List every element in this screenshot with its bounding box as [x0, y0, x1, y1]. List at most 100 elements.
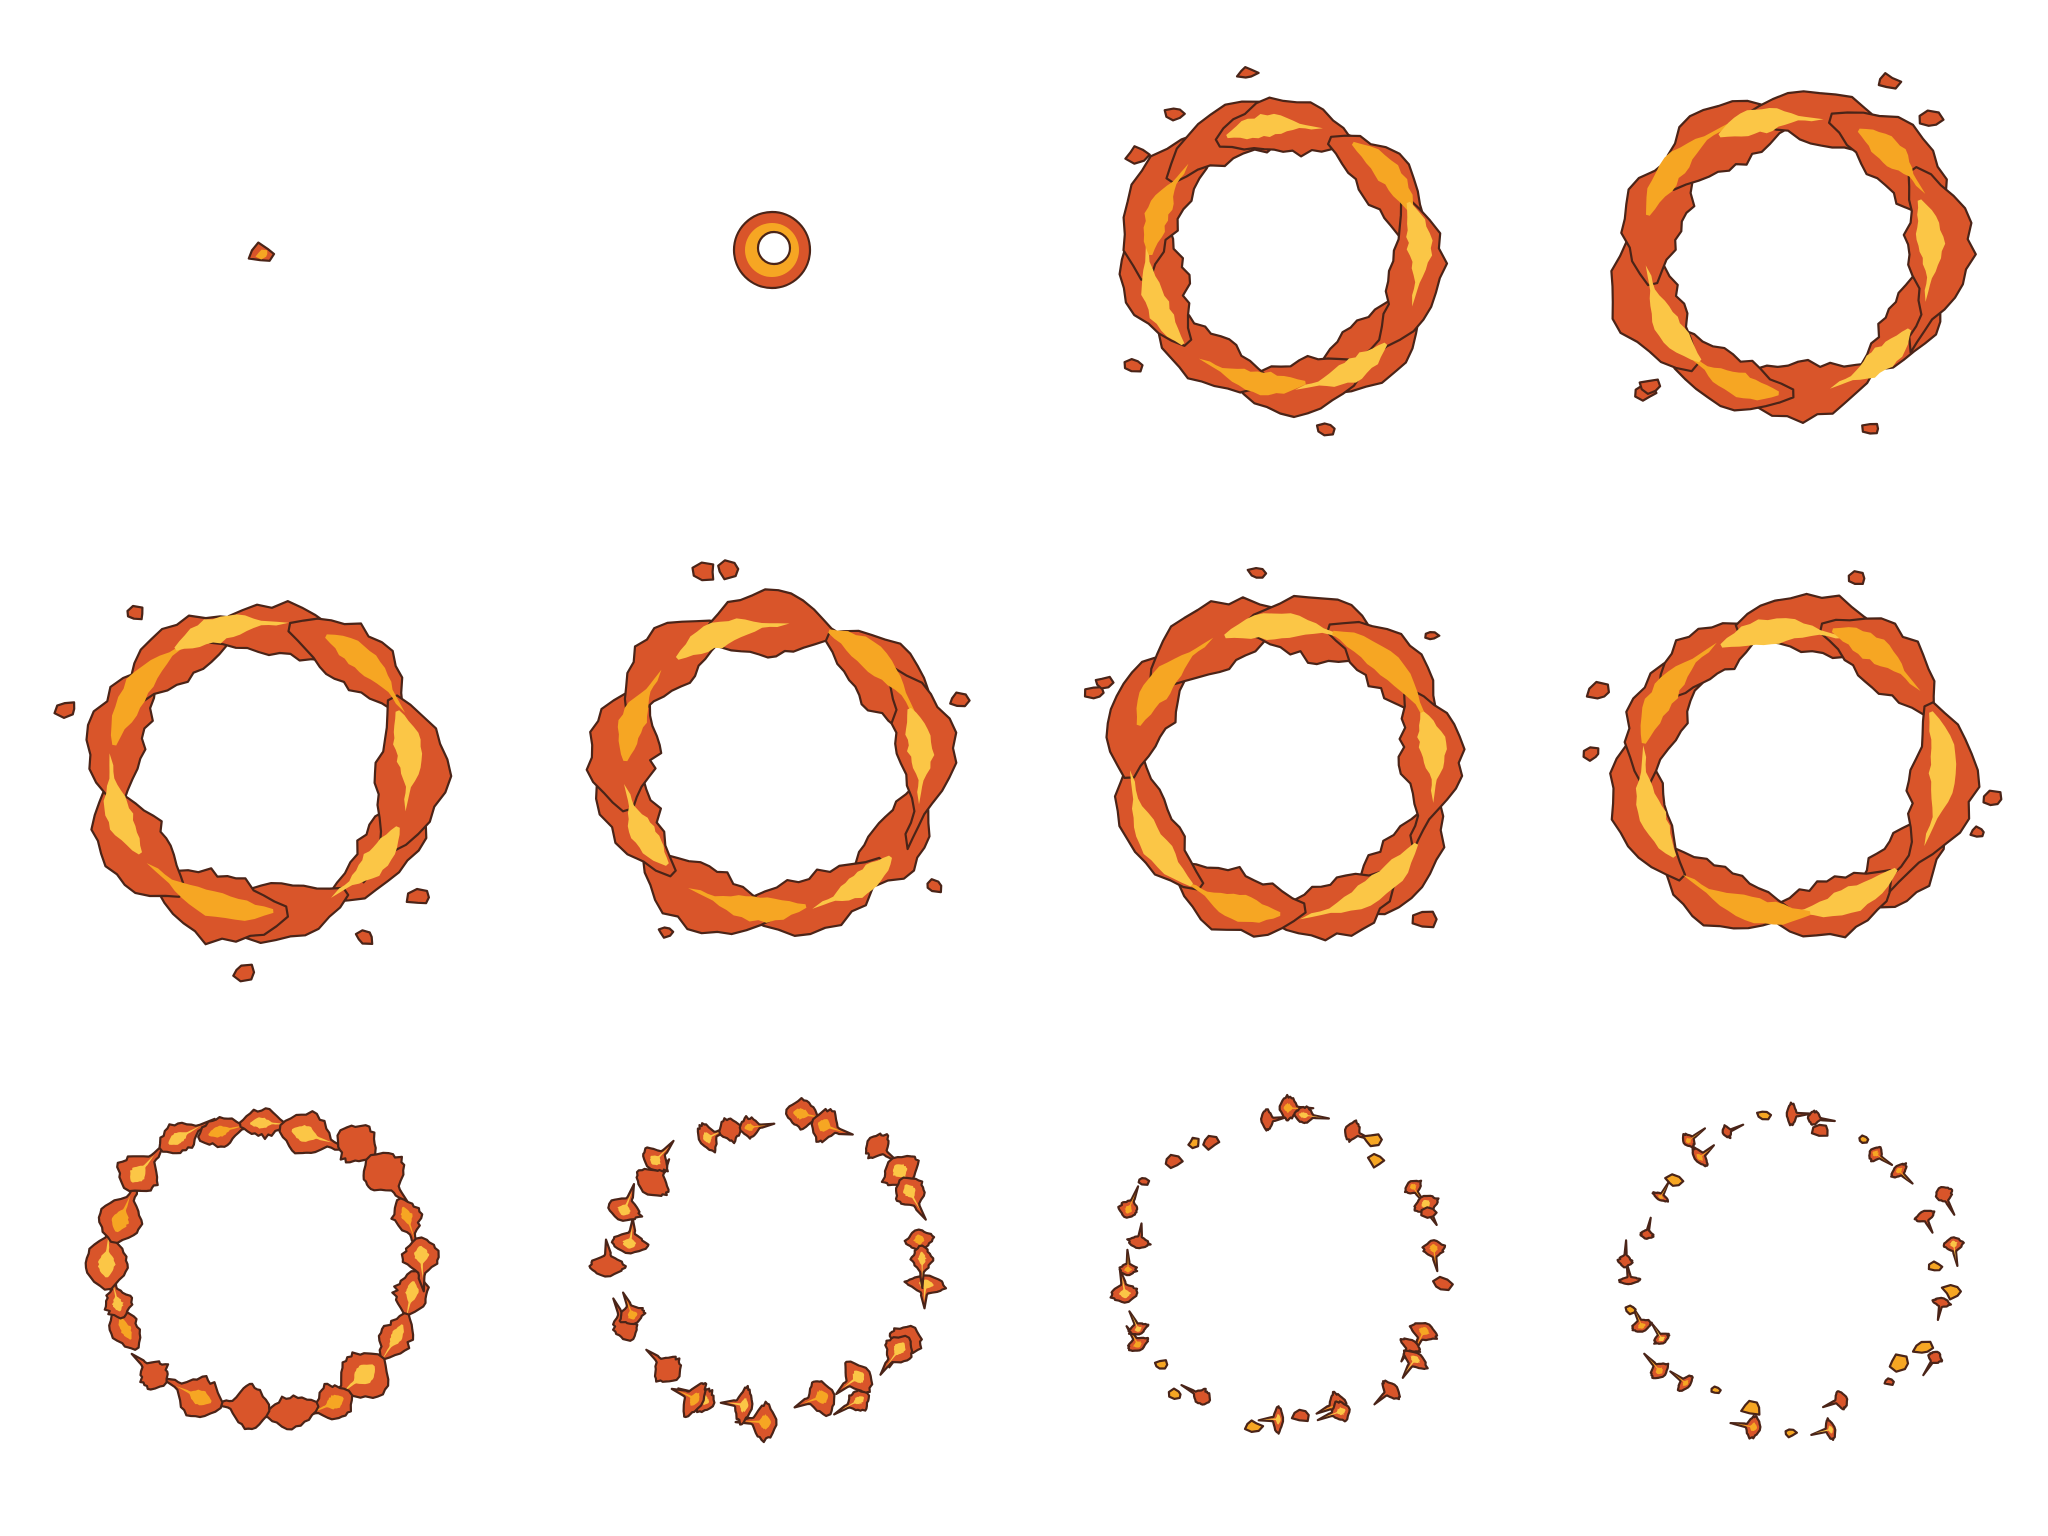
ember-fragment	[1911, 1340, 1935, 1354]
flame-glow	[331, 826, 400, 898]
flame-flick	[354, 929, 374, 945]
flame-flick	[949, 691, 971, 708]
ember-core	[255, 249, 268, 260]
frame-9	[84, 1107, 440, 1431]
flame-flick	[1246, 567, 1268, 579]
flame-glow	[688, 888, 807, 923]
flame-fragment	[588, 1238, 627, 1278]
flame-glow	[1226, 113, 1323, 140]
flame-fragment	[1651, 1181, 1670, 1203]
flame-fragment	[1180, 1384, 1212, 1406]
flame-fragment	[1293, 1105, 1330, 1125]
fragment-glow	[168, 1125, 202, 1145]
frame-11	[1109, 1093, 1454, 1435]
flame-glow	[110, 636, 196, 746]
flame-fragment	[1806, 1109, 1836, 1126]
fragment-glow	[841, 1396, 864, 1411]
fragment-glow	[1635, 1310, 1646, 1329]
flame-fragment	[894, 1176, 927, 1221]
flame-flick	[1861, 422, 1880, 435]
flame-glow	[1332, 630, 1432, 731]
ember-fragment	[1137, 1177, 1151, 1186]
fragment-glow	[1657, 1185, 1668, 1199]
frame-1	[247, 241, 276, 262]
flame-glow	[1417, 711, 1447, 803]
fragment-glow	[1872, 1150, 1889, 1163]
flame-flick	[126, 604, 144, 621]
fragment-glow	[1262, 1413, 1281, 1425]
fragment-glow	[1129, 1329, 1143, 1348]
flame-glow	[905, 707, 935, 805]
fragment-glow	[917, 1251, 927, 1279]
flame-flick	[1124, 145, 1151, 165]
flame-glow	[1646, 122, 1730, 216]
fragment-glow	[291, 1125, 332, 1143]
flame-glow	[1635, 745, 1677, 858]
flame-flick	[1847, 570, 1866, 585]
flame-glow	[1640, 642, 1717, 744]
flame-fragment	[1942, 1236, 1965, 1267]
fragment-glow	[650, 1146, 669, 1166]
flame-fragment	[1126, 1222, 1152, 1250]
flame-glow	[828, 629, 919, 719]
flame-glow	[1829, 328, 1912, 389]
flame-fragment	[1650, 1322, 1671, 1345]
fragment-glow	[1895, 1167, 1910, 1182]
ember-fragment	[1420, 1206, 1438, 1219]
ember-fragment	[1290, 1408, 1310, 1423]
fragment-glow	[1654, 1326, 1666, 1342]
flame-glow	[1915, 199, 1946, 302]
flame-flick	[1123, 358, 1144, 373]
fragment-glow	[622, 1225, 637, 1249]
fragment-glow	[1119, 1275, 1131, 1299]
flame-flick	[1424, 631, 1441, 641]
fragment-glow	[886, 1342, 906, 1367]
fragment-glow	[803, 1390, 829, 1404]
fragment-glow	[842, 1370, 865, 1389]
flame-fragment	[1639, 1216, 1655, 1240]
fragment-glow	[111, 1195, 131, 1233]
fragment-glow	[617, 1191, 632, 1216]
flame-glow	[1184, 881, 1281, 923]
fragment-glow	[1124, 1253, 1133, 1273]
flame-glow	[1295, 342, 1388, 390]
flame-glow	[1129, 770, 1193, 887]
frame-12	[1616, 1101, 1965, 1441]
flame-glow	[1682, 874, 1811, 925]
flame-fragment	[618, 1291, 647, 1326]
flame-flick	[1235, 66, 1260, 79]
ember-fragment	[1810, 1123, 1829, 1137]
flame-fragment	[130, 1352, 170, 1391]
flame-glow	[1645, 265, 1702, 363]
flame-glow	[1831, 627, 1921, 691]
flame-glow	[812, 855, 892, 909]
flame-flick	[1918, 109, 1945, 127]
ember-fragment	[1664, 1173, 1685, 1187]
fragment-glow	[1283, 1103, 1308, 1113]
flame-flick	[405, 887, 430, 905]
flame-fragment	[1922, 1350, 1944, 1377]
fragment-glow	[97, 1235, 116, 1278]
fragment-glow	[1416, 1327, 1430, 1347]
ember-fragment	[1858, 1134, 1870, 1144]
ember-fragment	[1432, 1275, 1454, 1292]
fragment-glow	[1648, 1357, 1664, 1375]
fragment-glow	[1814, 1425, 1833, 1435]
fragment-glow	[817, 1119, 844, 1133]
flame-fragment	[1913, 1209, 1936, 1234]
flame-glow	[1685, 354, 1779, 401]
fragment-glow	[744, 1123, 768, 1132]
flame-flick	[1638, 378, 1662, 395]
flame-glow	[675, 618, 790, 660]
flame-flick	[1877, 72, 1903, 90]
fragment-glow	[1949, 1240, 1958, 1262]
flame-glow	[174, 614, 289, 651]
flame-glow	[1406, 201, 1433, 307]
flame-flick	[1582, 746, 1600, 762]
fragment-glow	[678, 1390, 700, 1406]
flame-glow	[1720, 618, 1849, 648]
flame-flick	[926, 878, 943, 894]
flame-flick	[1163, 107, 1186, 122]
